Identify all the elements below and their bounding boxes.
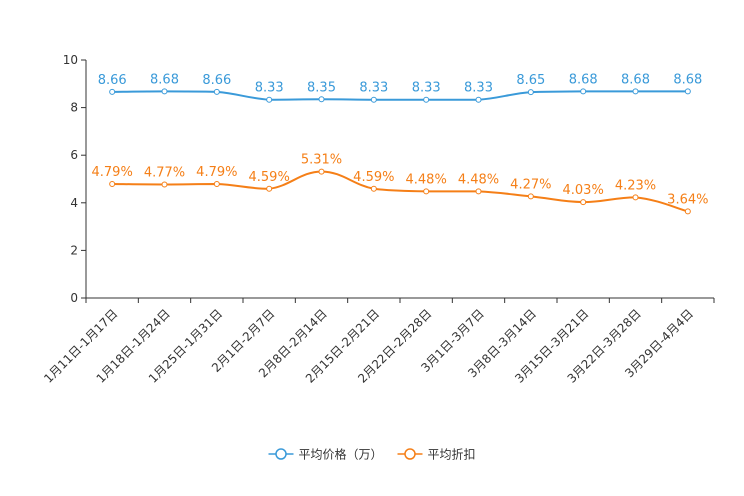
data-label: 8.66 (98, 73, 127, 88)
data-point[interactable] (318, 96, 325, 103)
data-label: 4.48% (458, 172, 499, 187)
series-2: 4.79% 4.77% 4.79% 4.59% 5.31% 4.59% 4.48% 4.48%… (92, 153, 708, 215)
data-label: 4.77% (144, 165, 185, 180)
axes: 02468101月11日-1月17日1月18日-1月24日1月25日-1月31日… (41, 53, 715, 386)
data-label: 8.68 (673, 72, 702, 87)
data-point[interactable] (632, 88, 639, 95)
data-label: 4.79% (196, 165, 237, 180)
y-tick-label: 6 (70, 148, 78, 162)
data-label: 8.33 (359, 81, 388, 96)
data-point[interactable] (475, 96, 482, 103)
y-tick-label: 4 (70, 196, 78, 210)
data-point[interactable] (109, 88, 116, 95)
legend-item-2[interactable]: 平均折扣 (397, 447, 476, 462)
data-point[interactable] (632, 194, 639, 201)
data-label: 8.33 (464, 81, 493, 96)
data-point[interactable] (370, 96, 377, 103)
data-point[interactable] (580, 199, 587, 206)
y-tick-label: 10 (63, 53, 78, 67)
data-point[interactable] (213, 88, 220, 95)
data-point[interactable] (684, 208, 691, 215)
data-point[interactable] (527, 193, 534, 200)
data-point[interactable] (423, 96, 430, 103)
data-point[interactable] (423, 188, 430, 195)
data-point[interactable] (109, 180, 116, 187)
series-line (112, 90, 688, 101)
series-layer: 8.66 8.68 8.66 8.33 8.35 8.33 8.33 8.33 8.65 8.68… (92, 72, 708, 215)
legend-label: 平均价格（万） (299, 447, 383, 462)
legend-swatch-marker (404, 448, 416, 460)
data-point[interactable] (266, 96, 273, 103)
y-tick-label: 8 (70, 101, 78, 115)
data-point[interactable] (527, 89, 534, 96)
data-label: 8.35 (307, 80, 336, 95)
data-label: 4.59% (249, 170, 290, 185)
data-label: 8.33 (412, 81, 441, 96)
data-label: 8.68 (621, 72, 650, 87)
data-label: 5.31% (301, 153, 342, 168)
data-label: 8.65 (516, 73, 545, 88)
data-point[interactable] (161, 181, 168, 188)
legend[interactable]: 平均价格（万） 平均折扣 (268, 447, 476, 462)
data-label: 8.68 (150, 72, 179, 87)
data-point[interactable] (684, 88, 691, 95)
data-label: 4.48% (406, 172, 447, 187)
data-point[interactable] (213, 180, 220, 187)
data-label: 4.23% (615, 178, 656, 193)
data-point[interactable] (318, 168, 325, 175)
data-point[interactable] (580, 88, 587, 95)
data-label: 8.33 (255, 81, 284, 96)
data-label: 4.03% (563, 183, 604, 198)
data-point[interactable] (161, 88, 168, 95)
data-label: 8.68 (569, 72, 598, 87)
data-label: 4.59% (353, 170, 394, 185)
y-tick-label: 2 (70, 243, 78, 257)
data-label: 4.79% (92, 165, 133, 180)
data-point[interactable] (266, 185, 273, 192)
legend-swatch-marker (275, 448, 287, 460)
data-label: 4.27% (510, 177, 551, 192)
series-1: 8.66 8.68 8.66 8.33 8.35 8.33 8.33 8.33 8.65 8.68… (98, 72, 702, 103)
legend-item-1[interactable]: 平均价格（万） (268, 447, 383, 462)
y-tick-label: 0 (70, 291, 78, 305)
data-point[interactable] (370, 185, 377, 192)
series-line (112, 170, 689, 213)
legend-label: 平均折扣 (428, 447, 476, 462)
data-point[interactable] (475, 188, 482, 195)
data-label: 3.64% (667, 192, 708, 207)
data-label: 8.66 (202, 73, 231, 88)
